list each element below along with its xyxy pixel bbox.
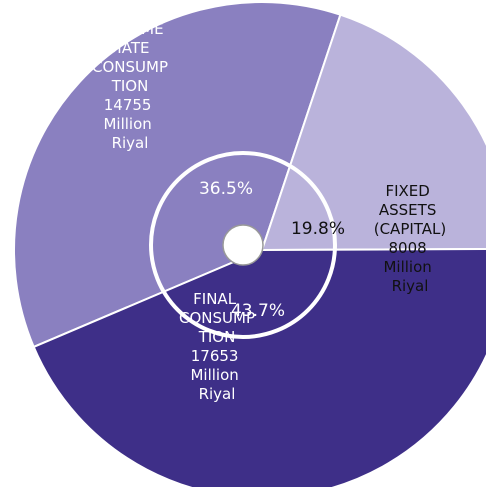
slice-label: FIXED ASSETS (CAPITAL) 8008 Million Riyal <box>374 182 447 295</box>
pie-slice <box>13 1 342 349</box>
value-label: 8008 Million Riyal <box>383 239 436 295</box>
percent-label: 19.8% <box>291 219 345 239</box>
percent-label: 36.5% <box>199 179 253 199</box>
inner-ring <box>149 151 337 339</box>
center-hole <box>222 224 264 266</box>
value-label: 17653 Million Riyal <box>190 347 243 403</box>
percent-label: 43.7% <box>231 301 285 321</box>
value-label: 14755 Million Riyal <box>103 96 156 152</box>
pie-slice <box>32 248 486 487</box>
category-label: INTERME DIATE CONSUMP TION <box>92 20 168 95</box>
category-label: FINAL CONSUMP TION <box>179 290 255 346</box>
category-label: FIXED ASSETS (CAPITAL) <box>374 182 447 238</box>
slice-label: INTERME DIATE CONSUMP TION 14755 Million Ri… <box>92 20 168 152</box>
slice-label: FINAL CONSUMP TION 17653 Million Riyal <box>179 290 255 403</box>
